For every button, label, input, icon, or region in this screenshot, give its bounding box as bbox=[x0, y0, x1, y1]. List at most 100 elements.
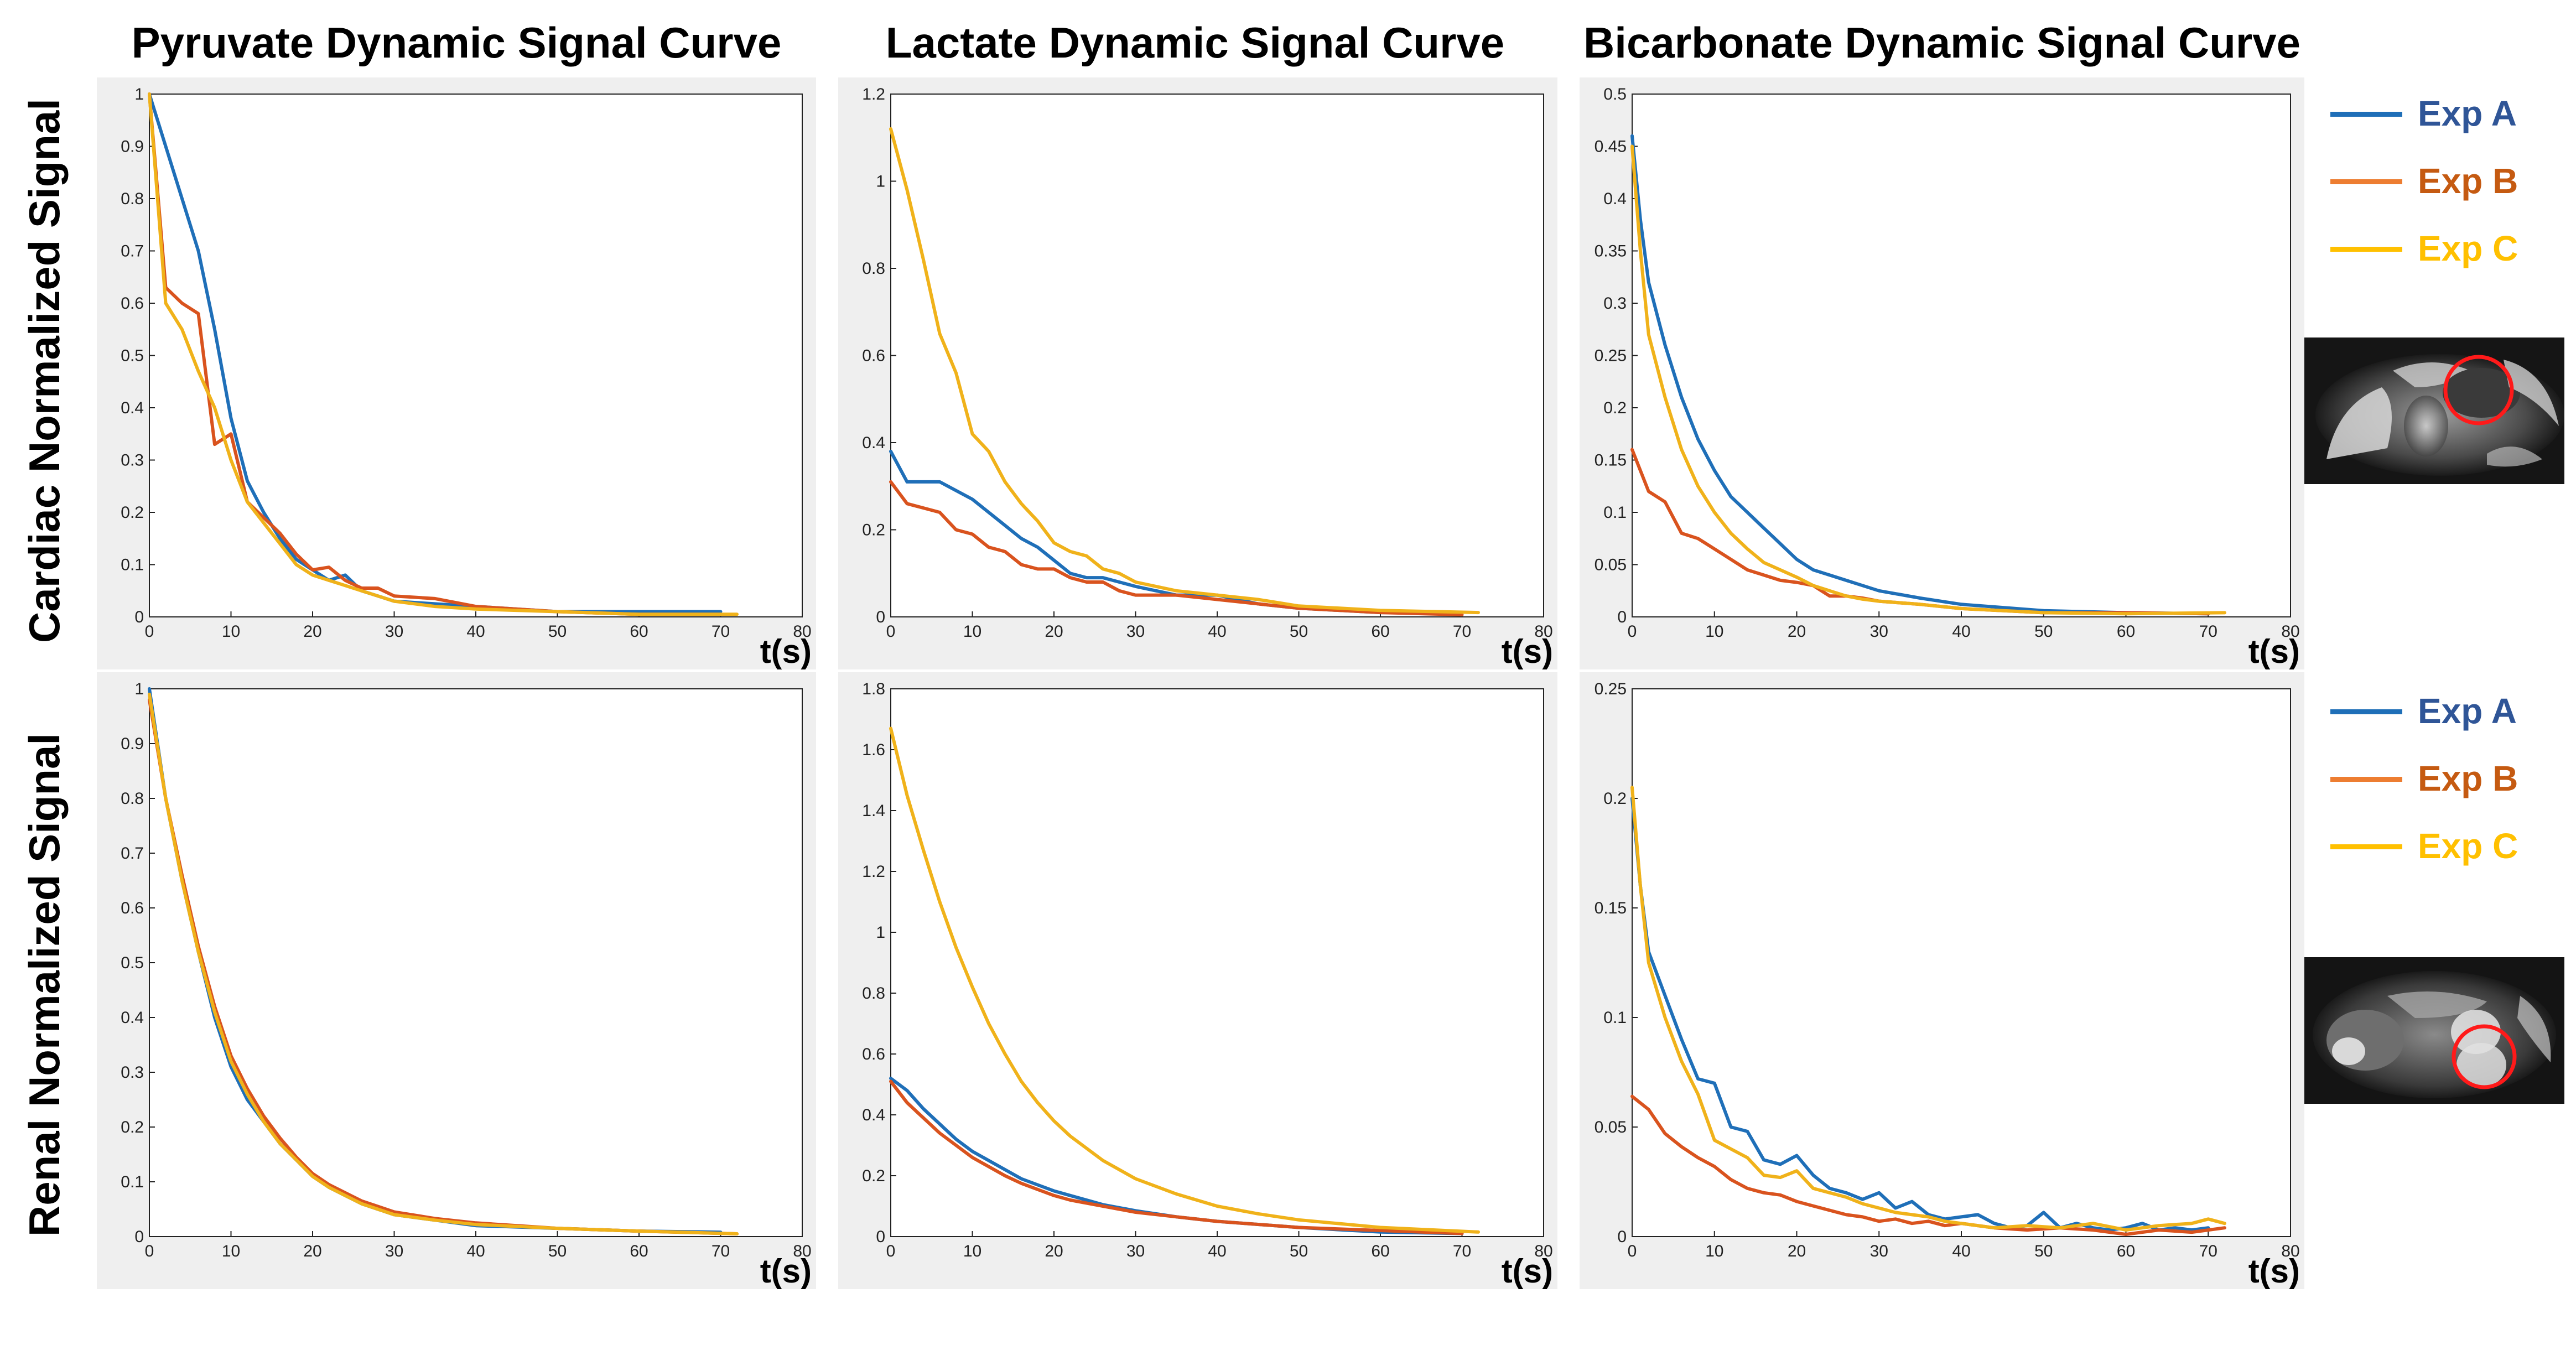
x-tick-label: 60 bbox=[2117, 1242, 2135, 1260]
plot-area bbox=[149, 689, 802, 1237]
legend-label-exp-b: Exp B bbox=[2418, 156, 2518, 206]
plot-area bbox=[1632, 94, 2291, 617]
legend-line-exp-b bbox=[2330, 179, 2402, 184]
legend-line-exp-c bbox=[2330, 844, 2402, 849]
x-tick-label: 70 bbox=[2199, 1242, 2217, 1260]
legend-item-exp-b: Exp B bbox=[2324, 156, 2556, 206]
legend-label-exp-c: Exp C bbox=[2418, 821, 2518, 871]
x-tick-label: 30 bbox=[1126, 1242, 1145, 1260]
x-tick-label: 70 bbox=[1453, 622, 1471, 641]
column-title-pyruvate: Pyruvate Dynamic Signal Curve bbox=[91, 12, 822, 73]
x-tick-label: 50 bbox=[548, 622, 567, 641]
x-axis-label: t(s) bbox=[2248, 1253, 2300, 1289]
legend-renal: Exp A Exp B Exp C bbox=[2324, 686, 2567, 863]
legend-line-exp-a bbox=[2330, 709, 2402, 714]
x-tick-label: 20 bbox=[303, 1242, 321, 1260]
x-tick-label: 20 bbox=[1045, 1242, 1063, 1260]
y-tick-label: 1.2 bbox=[862, 863, 885, 881]
y-tick-label: 0.15 bbox=[1595, 451, 1627, 470]
y-tick-label: 0.1 bbox=[121, 556, 144, 574]
y-tick-label: 0.8 bbox=[121, 190, 144, 208]
x-tick-label: 0 bbox=[1628, 1242, 1637, 1260]
x-axis-label: t(s) bbox=[2248, 633, 2300, 669]
chart-cardiac-pyruvate: 00.10.20.30.40.50.60.70.80.910 10 20 30 40 50… bbox=[97, 77, 816, 669]
x-tick-label: 40 bbox=[466, 622, 485, 641]
y-tick-label: 0.15 bbox=[1595, 899, 1627, 917]
y-tick-label: 0 bbox=[876, 608, 885, 626]
x-tick-label: 40 bbox=[1952, 1242, 1970, 1260]
legend-label-exp-a: Exp A bbox=[2418, 686, 2517, 736]
y-tick-label: 0.2 bbox=[121, 1118, 144, 1136]
y-tick-label: 0.9 bbox=[121, 735, 144, 753]
legend-item-exp-b: Exp B bbox=[2324, 754, 2556, 803]
x-tick-label: 20 bbox=[1788, 622, 1806, 641]
y-tick-label: 0.2 bbox=[862, 521, 885, 539]
x-tick-label: 20 bbox=[303, 622, 321, 641]
y-tick-label: 0.45 bbox=[1595, 138, 1627, 156]
y-tick-label: 0.6 bbox=[121, 899, 144, 917]
row-label-renal: Renal Normalized Signal bbox=[17, 620, 72, 1350]
legend-item-exp-c: Exp C bbox=[2324, 224, 2556, 273]
x-tick-label: 70 bbox=[711, 1242, 730, 1260]
y-tick-label: 0.4 bbox=[1603, 190, 1627, 208]
x-tick-label: 60 bbox=[630, 622, 648, 641]
y-tick-label: 0.05 bbox=[1595, 1118, 1627, 1136]
y-tick-label: 0.25 bbox=[1595, 347, 1627, 365]
y-tick-label: 0.6 bbox=[121, 294, 144, 313]
y-tick-label: 0.05 bbox=[1595, 556, 1627, 574]
legend-label-exp-c: Exp C bbox=[2418, 224, 2518, 273]
x-tick-label: 50 bbox=[2034, 1242, 2053, 1260]
plot-area bbox=[1632, 689, 2291, 1237]
x-tick-label: 70 bbox=[2199, 622, 2217, 641]
plot-area bbox=[891, 689, 1544, 1237]
x-tick-label: 50 bbox=[1290, 622, 1308, 641]
y-tick-label: 0.8 bbox=[862, 984, 885, 1003]
plot-area bbox=[149, 94, 802, 617]
y-tick-label: 0.7 bbox=[121, 844, 144, 863]
column-title-lactate: Lactate Dynamic Signal Curve bbox=[830, 12, 1560, 73]
y-tick-label: 0.4 bbox=[121, 1009, 144, 1027]
legend-line-exp-c bbox=[2330, 247, 2402, 252]
x-tick-label: 0 bbox=[1628, 622, 1637, 641]
x-tick-label: 30 bbox=[385, 1242, 403, 1260]
legend-label-exp-b: Exp B bbox=[2418, 754, 2518, 803]
x-axis-label: t(s) bbox=[1502, 633, 1553, 669]
y-tick-label: 0.5 bbox=[121, 954, 144, 972]
y-tick-label: 1.8 bbox=[862, 680, 885, 698]
y-tick-label: 0.4 bbox=[121, 399, 144, 417]
legend-line-exp-b bbox=[2330, 777, 2402, 782]
y-tick-label: 0.5 bbox=[121, 347, 144, 365]
x-tick-label: 10 bbox=[1705, 622, 1723, 641]
x-tick-label: 40 bbox=[1952, 622, 1970, 641]
y-tick-label: 0.1 bbox=[1603, 503, 1627, 522]
y-tick-label: 0.35 bbox=[1595, 242, 1627, 261]
x-tick-label: 10 bbox=[222, 1242, 240, 1260]
x-tick-label: 20 bbox=[1788, 1242, 1806, 1260]
x-tick-label: 40 bbox=[1208, 622, 1226, 641]
y-tick-label: 0.1 bbox=[1603, 1009, 1627, 1027]
chart-cardiac-bicarbonate: 0 0.05 0.1 0.15 0.2 0.25 0.3 0.35 0.4 0.45 0.5 0 10 2… bbox=[1580, 77, 2304, 669]
y-tick-label: 0.3 bbox=[121, 451, 144, 470]
legend-item-exp-a: Exp A bbox=[2324, 89, 2556, 138]
x-tick-label: 40 bbox=[466, 1242, 485, 1260]
y-tick-label: 0 bbox=[134, 608, 144, 626]
x-tick-label: 60 bbox=[630, 1242, 648, 1260]
y-tick-label: 1.4 bbox=[862, 802, 885, 820]
x-tick-label: 10 bbox=[963, 1242, 981, 1260]
x-tick-label: 10 bbox=[1705, 1242, 1723, 1260]
y-tick-label: 0.25 bbox=[1595, 680, 1627, 698]
y-tick-label: 0.6 bbox=[862, 1045, 885, 1063]
chart-renal-pyruvate: 00.10.20.30.40.50.60.70.80.910 10 20 30 40 50… bbox=[97, 672, 816, 1289]
x-tick-label: 50 bbox=[2034, 622, 2053, 641]
chart-renal-bicarbonate: 0 0.05 0.1 0.15 0.2 0.25 0 10 20 30 40 50 60 70 80t(s) bbox=[1580, 672, 2304, 1289]
y-tick-label: 0.5 bbox=[1603, 85, 1627, 103]
y-tick-label: 1 bbox=[876, 173, 885, 191]
y-tick-label: 0.4 bbox=[862, 434, 885, 452]
chart-cardiac-lactate: 0 0.2 0.4 0.6 0.8 1 1.2 0 10 20 30 40 50 60 70 80t(s) bbox=[838, 77, 1557, 669]
cardiac-mri-thumbnail bbox=[2304, 338, 2564, 484]
x-tick-label: 30 bbox=[1870, 1242, 1888, 1260]
x-tick-label: 50 bbox=[548, 1242, 567, 1260]
legend-item-exp-a: Exp A bbox=[2324, 686, 2556, 736]
x-tick-label: 30 bbox=[385, 622, 403, 641]
legend-label-exp-a: Exp A bbox=[2418, 89, 2517, 138]
